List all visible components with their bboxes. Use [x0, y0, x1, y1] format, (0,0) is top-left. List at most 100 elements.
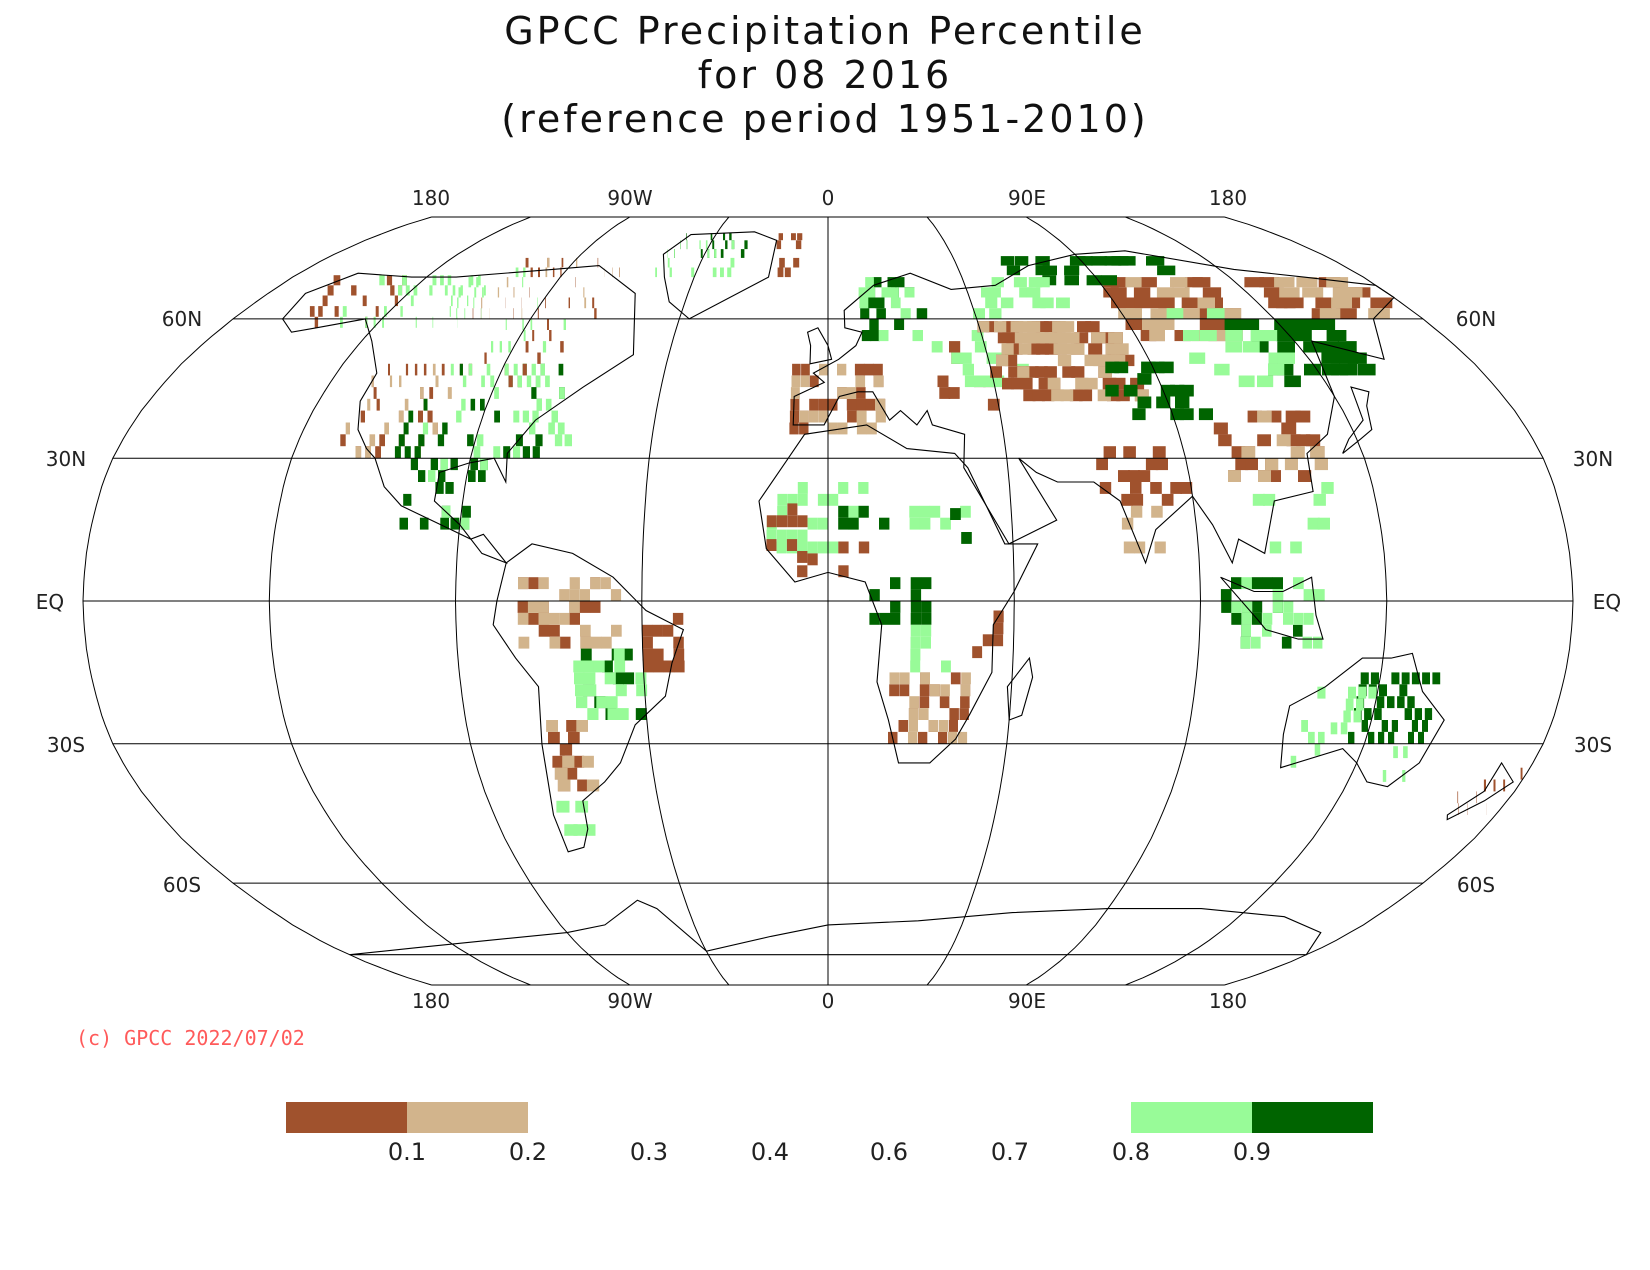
- cell-dry: [367, 398, 371, 411]
- cell-wet: [1303, 589, 1315, 601]
- cell-wet: [985, 297, 998, 309]
- cell-wet: [777, 505, 788, 518]
- cell-very-dry: [1335, 308, 1357, 319]
- cell-wet: [890, 297, 901, 309]
- cell-very-dry: [766, 539, 777, 551]
- cell-wet: [614, 660, 626, 673]
- new-zealand-outline: [1446, 761, 1514, 821]
- cell-dry: [1108, 332, 1123, 344]
- cell-dry: [1027, 321, 1041, 333]
- cell-wet: [730, 257, 735, 268]
- cell-very-wet: [1275, 330, 1295, 342]
- cell-dry: [938, 720, 948, 732]
- cell-dry: [1084, 354, 1099, 367]
- cell-dry: [1182, 308, 1200, 319]
- cell-very-dry: [318, 306, 323, 317]
- africa-outline: [758, 424, 1039, 764]
- cell-very-wet: [1105, 384, 1119, 397]
- cell-dry: [1310, 446, 1325, 459]
- cell-very-wet: [1348, 731, 1355, 744]
- cell-dry: [583, 287, 585, 298]
- cell-very-wet: [1000, 256, 1014, 266]
- cell-very-wet: [1179, 408, 1194, 421]
- cell-very-wet: [622, 648, 633, 661]
- cell-dry: [1228, 470, 1241, 482]
- cell-wet: [1353, 710, 1361, 723]
- cell-very-wet: [838, 505, 849, 518]
- cell-very-dry: [662, 624, 674, 637]
- cell-wet: [531, 363, 536, 376]
- cell-dry: [1154, 541, 1166, 554]
- cell-very-wet: [1378, 731, 1385, 744]
- cell-wet: [583, 660, 595, 673]
- cell-very-wet: [879, 517, 890, 530]
- cell-wet: [776, 529, 787, 542]
- cell-very-wet: [858, 505, 869, 518]
- cell-wet: [1238, 375, 1255, 388]
- cell-very-wet: [1407, 696, 1415, 709]
- cell-very-dry: [663, 660, 675, 673]
- cell-dry: [1172, 287, 1190, 298]
- cell-very-dry: [1071, 366, 1085, 378]
- cell-dry: [1070, 343, 1085, 355]
- cell-very-wet: [910, 577, 922, 590]
- lon-label-bottom-180e: 180: [1209, 989, 1247, 1013]
- cell-very-dry: [872, 363, 883, 376]
- cell-very-dry: [778, 233, 783, 241]
- cell-very-dry: [809, 398, 819, 411]
- cell-dry: [1241, 446, 1256, 459]
- cell-dry: [1118, 308, 1134, 319]
- cell-very-dry: [1010, 343, 1023, 355]
- cell-very-wet: [398, 434, 405, 447]
- cell-very-wet: [1090, 256, 1107, 266]
- cell-wet: [859, 297, 869, 309]
- cell-dry: [581, 755, 594, 768]
- cell-wet: [575, 684, 587, 697]
- cell-wet: [797, 482, 808, 494]
- cell-dry: [1134, 389, 1149, 402]
- cell-very-dry: [807, 553, 818, 566]
- cell-very-wet: [848, 517, 859, 530]
- cell-wet: [1402, 770, 1406, 782]
- cell-very-dry: [1218, 434, 1232, 447]
- cell-very-dry: [386, 275, 393, 286]
- cell-very-dry: [1295, 410, 1311, 423]
- cell-very-wet: [950, 508, 961, 520]
- cell-dry: [961, 672, 971, 685]
- cell-very-wet: [442, 422, 448, 435]
- cell-dry: [584, 297, 587, 309]
- cell-wet: [382, 316, 384, 328]
- cell-very-wet: [410, 458, 418, 471]
- cell-very-wet: [916, 308, 928, 319]
- cell-dry: [837, 387, 847, 399]
- cell-wet: [473, 446, 481, 459]
- cell-very-wet: [710, 233, 713, 241]
- cell-wet: [940, 517, 951, 530]
- cell-very-wet: [470, 458, 478, 471]
- cell-wet: [573, 660, 585, 673]
- cell-dry: [1051, 389, 1064, 402]
- cell-wet: [1314, 743, 1321, 756]
- cell-wet: [686, 240, 688, 250]
- cell-very-dry: [1079, 389, 1093, 402]
- cell-very-wet: [744, 240, 748, 250]
- cell-wet: [504, 363, 509, 376]
- cell-wet: [444, 285, 448, 296]
- cell-dry: [1130, 505, 1143, 518]
- cell-very-wet: [1150, 361, 1165, 374]
- cell-wet: [960, 505, 971, 518]
- cell-dry: [580, 624, 591, 637]
- cell-wet: [667, 249, 668, 258]
- cell-very-wet: [729, 233, 732, 241]
- cell-very-dry: [1027, 343, 1041, 355]
- cell-wet: [1019, 287, 1033, 298]
- cell-very-dry: [799, 422, 809, 435]
- cell-dry: [1326, 277, 1349, 288]
- cell-very-dry: [561, 257, 564, 268]
- cell-wet: [807, 517, 818, 530]
- cell-very-wet: [1299, 318, 1319, 330]
- cell-dry: [369, 434, 376, 447]
- cell-wet: [1056, 297, 1070, 309]
- cell-dry: [996, 354, 1009, 367]
- lon-label-bottom-180w: 180: [412, 989, 450, 1013]
